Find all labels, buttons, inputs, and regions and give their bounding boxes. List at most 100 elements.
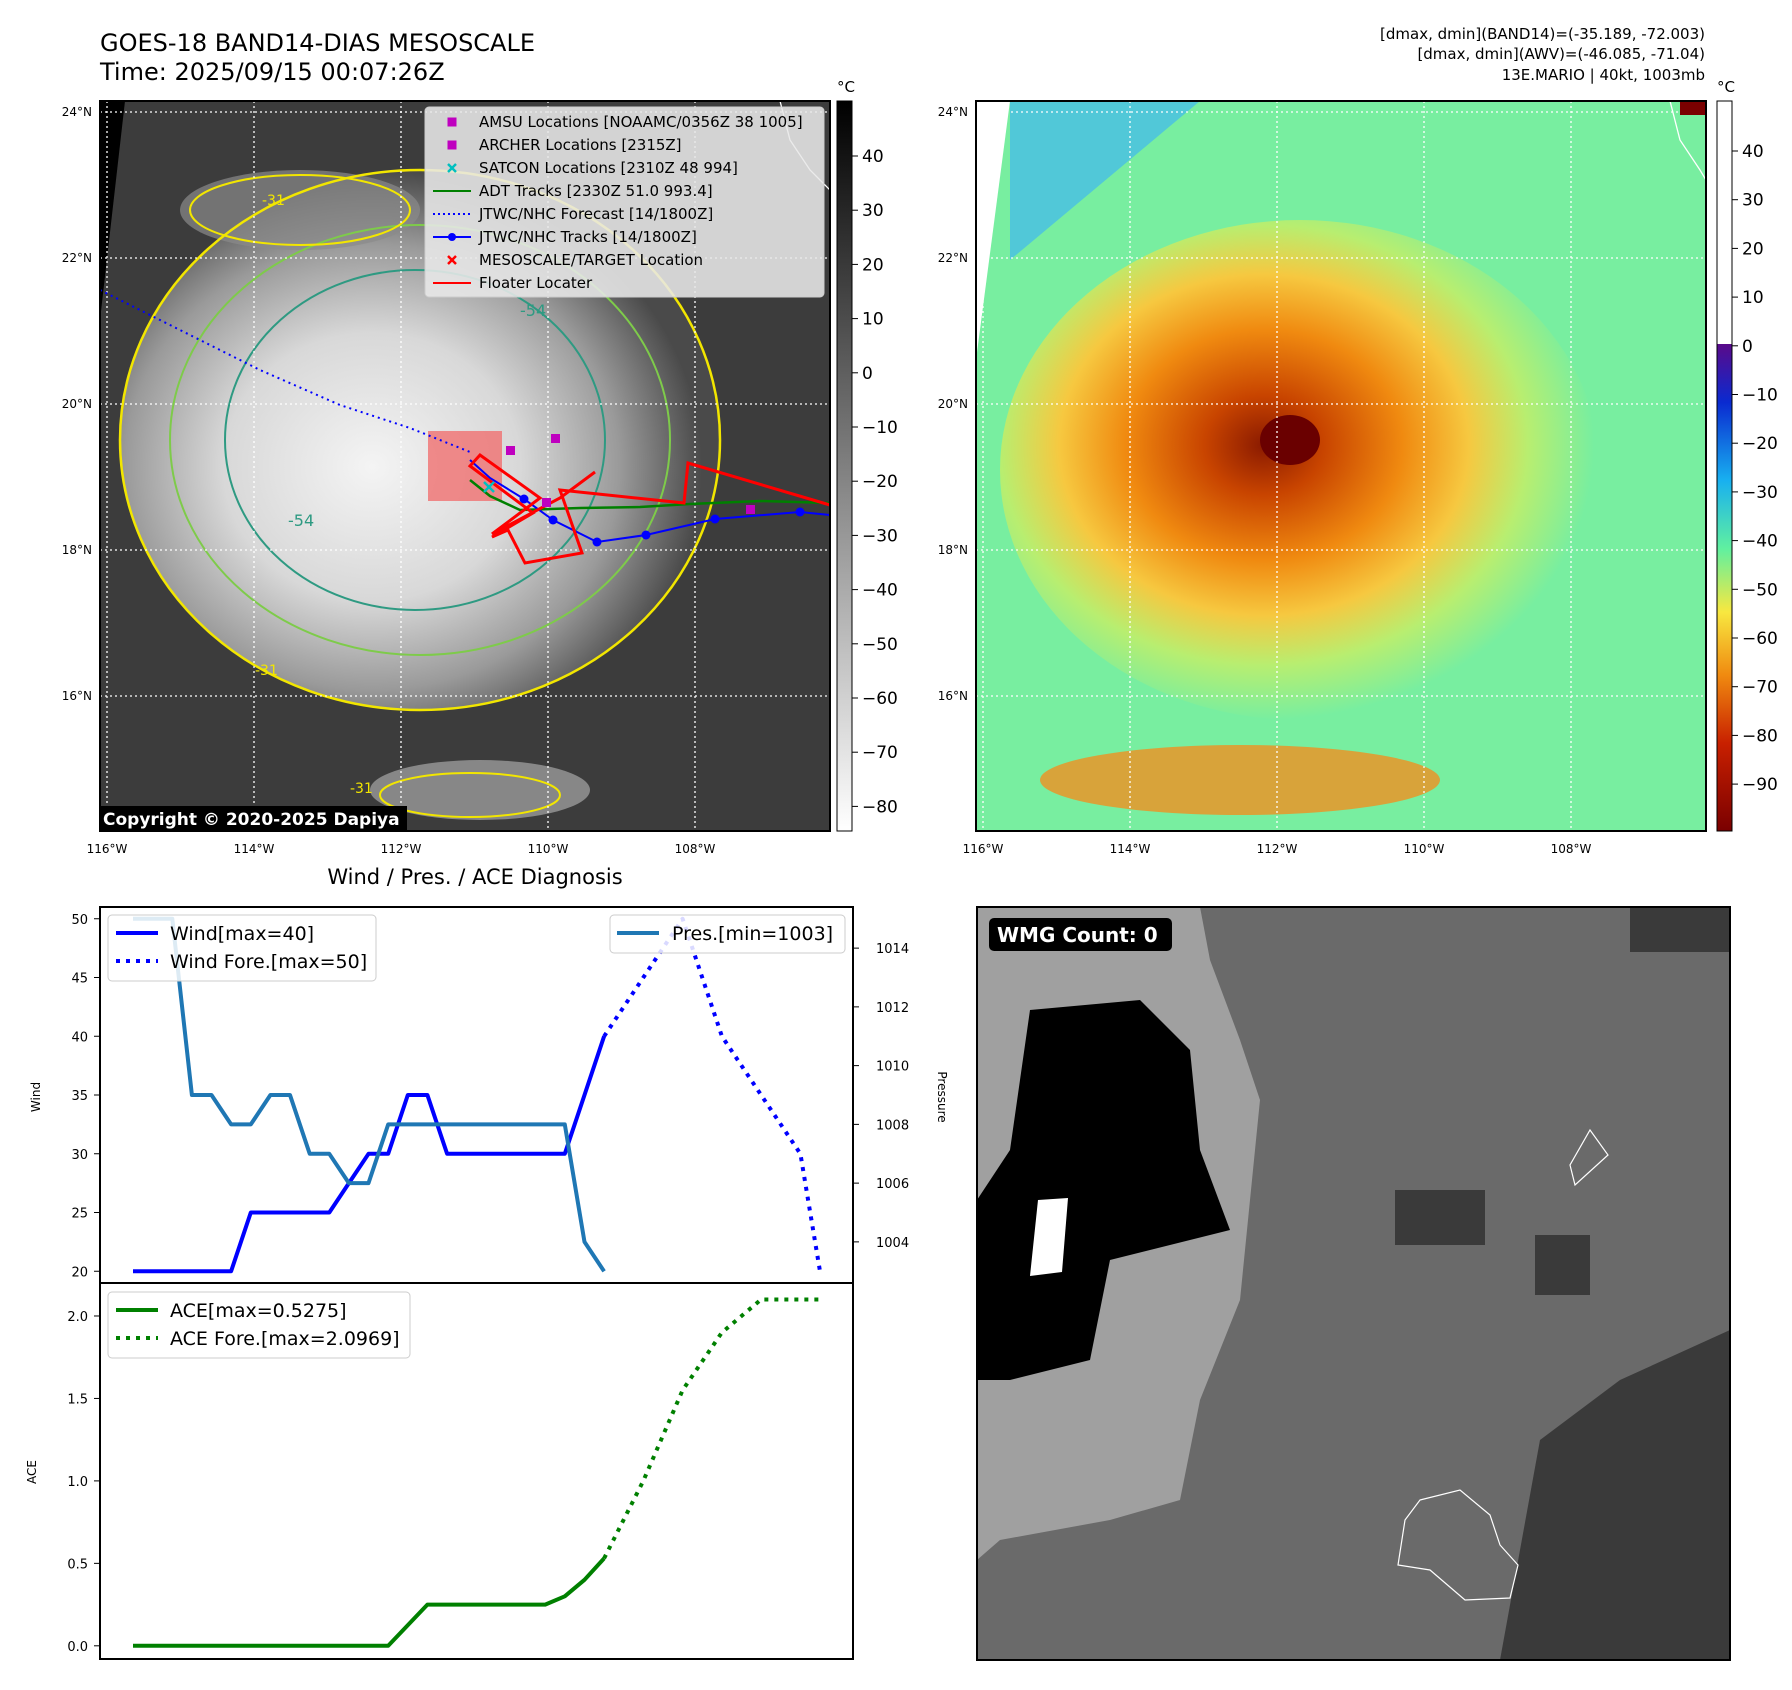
legend-label: Floater Locater — [479, 274, 593, 292]
ace-y-tick-label: 0.0 — [67, 1640, 88, 1655]
awv-colorbar-tick-label: 10 — [1742, 288, 1764, 308]
awv-storm-moisture — [1000, 220, 1600, 720]
ir-colorbar-tick-label: −50 — [862, 635, 898, 655]
legend-marker-x — [447, 163, 457, 173]
ir-colorbar-tick-label: −80 — [862, 797, 898, 817]
awv-map-frame — [975, 100, 1707, 832]
ace-chart: ACE 2.0 1.5 1.0 0.5 0.0 ACE[max=0.5275] ACE Fo… — [25, 1282, 854, 1660]
wmg-panel: WMG Count: 0 — [976, 906, 1731, 1661]
floater-locater — [467, 453, 830, 565]
wind-chart-frame — [99, 906, 854, 1284]
contour-label-31-north: -31 — [262, 193, 285, 209]
legend-label: JTWC/NHC Forecast [14/1800Z] — [478, 205, 713, 223]
wmg-count-badge — [989, 918, 1172, 951]
wmg-count-label: WMG Count: 0 — [997, 923, 1158, 947]
ir-lon-label: 108°W — [675, 842, 716, 856]
awv-colorbar-tick-label: 0 — [1742, 337, 1753, 357]
awv-colorbar-tick-label: −70 — [1742, 678, 1778, 698]
ir-colorbar-tick-label: −30 — [862, 526, 898, 546]
ir-colorbar-tick-label: −20 — [862, 472, 898, 492]
awv-lon-label: 108°W — [1551, 842, 1592, 856]
ir-contour-north — [189, 174, 411, 246]
legend-marker-square — [447, 117, 457, 127]
awv-colorbar-tick-label: −60 — [1742, 629, 1778, 649]
wind-legend-label: Wind Fore.[max=50] — [170, 951, 367, 973]
ace-legend-label: ACE[max=0.5275] — [170, 1300, 347, 1322]
ir-contour-54 — [224, 269, 606, 611]
wmg-patch-1 — [1395, 1190, 1485, 1245]
pressure-axis-label: Pressure — [935, 1071, 949, 1122]
wind-legend-box — [107, 914, 377, 982]
awv-colorbar-tick-label: −20 — [1742, 434, 1778, 454]
ir-colorbar-unit: °C — [837, 78, 855, 96]
awv-colorbar-unit: °C — [1717, 78, 1735, 96]
wind-y-tick-label: 35 — [71, 1089, 88, 1104]
legend-marker-square — [447, 140, 457, 150]
wmg-frame — [976, 906, 1731, 1661]
awv-lat-label: 24°N — [938, 105, 968, 119]
ace-y-tick-label: 0.5 — [67, 1557, 88, 1572]
ir-lon-labels: 116°W 114°W 112°W 110°W 108°W — [87, 842, 716, 856]
awv-lon-label: 116°W — [963, 842, 1004, 856]
pressure-y-tick-label: 1004 — [876, 1236, 909, 1251]
wind-y-tick-label: 50 — [71, 913, 88, 928]
awv-lat-label: 18°N — [938, 543, 968, 557]
map-legend: AMSU Locations [NOAAMC/0356Z 38 1005] ARC… — [424, 106, 825, 298]
awv-lat-label: 20°N — [938, 397, 968, 411]
wind-pressure-chart: Wind Pressure 50 45 40 35 30 25 20 1014 1012 1010… — [29, 906, 949, 1284]
ir-contour-south — [379, 772, 561, 818]
ir-colorbar: °C 40 30 20 10 0 −10 −20 −30 −40 −50 −60 −70 −80 — [836, 78, 898, 832]
diagnosis-title: Wind / Pres. / ACE Diagnosis — [327, 865, 622, 889]
awv-colorbar: °C 40 30 20 10 0 −10 −20 −30 −40 −50 −60 −70 −80 −90 — [1716, 78, 1778, 832]
ace-y-tick-label: 1.5 — [67, 1392, 88, 1407]
ir-lat-label: 20°N — [62, 397, 92, 411]
wind-y-tick-label: 20 — [71, 1265, 88, 1280]
legend-label: SATCON Locations [2310Z 48 994] — [479, 159, 738, 177]
adt-track — [469, 479, 830, 512]
wind-y-tick-label: 25 — [71, 1207, 88, 1222]
wind-y-tick-label: 40 — [71, 1030, 88, 1045]
ir-cloud-shield — [120, 170, 720, 710]
figure-title: GOES-18 BAND14-DIAS MESOSCALE — [100, 29, 535, 57]
amsu-archer-markers — [506, 434, 755, 514]
wmg-patch-3 — [1630, 907, 1730, 952]
ir-colorbar-tick-label: −40 — [862, 581, 898, 601]
ace-y-tick-label: 1.0 — [67, 1475, 88, 1490]
wind-y-tick-label: 30 — [71, 1148, 88, 1163]
awv-colorbar-frame — [1716, 100, 1733, 832]
ace-line — [133, 1557, 606, 1648]
awv-colorbar-tick-label: −40 — [1742, 532, 1778, 552]
wind-forecast-line — [602, 916, 822, 1272]
awv-colorbar-tick-label: 40 — [1742, 142, 1764, 162]
awv-nodata-corner — [976, 101, 1010, 360]
ir-colorbar-tick-label: 10 — [862, 310, 884, 330]
awv-colorbar-tick-label: −80 — [1742, 726, 1778, 746]
ir-lon-label: 110°W — [528, 842, 569, 856]
figure-time: Time: 2025/09/15 00:07:26Z — [99, 58, 445, 86]
awv-colorbar-negative — [1717, 344, 1732, 831]
info-awv: [dmax, dmin](AWV)=(-46.085, -71.04) — [1417, 45, 1705, 63]
contour-label-31-south: -31 — [350, 781, 373, 797]
awv-colorbar-tick-label: −90 — [1742, 775, 1778, 795]
pressure-y-tick-label: 1014 — [876, 942, 909, 957]
wmg-patch-2 — [1535, 1235, 1590, 1295]
ace-y-tick-label: 2.0 — [67, 1310, 88, 1325]
awv-colorbar-tick-label: 20 — [1742, 239, 1764, 259]
ir-lon-label: 114°W — [234, 842, 275, 856]
awv-colorbar-tick-label: −30 — [1742, 483, 1778, 503]
awv-lon-label: 110°W — [1404, 842, 1445, 856]
ace-axis-label: ACE — [25, 1460, 39, 1484]
awv-colorbar-tick-label: −10 — [1742, 386, 1778, 406]
ir-lon-label: 112°W — [381, 842, 422, 856]
awv-lat-labels: 24°N 22°N 20°N 18°N 16°N — [938, 105, 968, 703]
ir-lat-label: 24°N — [62, 105, 92, 119]
ir-lat-label: 18°N — [62, 543, 92, 557]
legend-label: AMSU Locations [NOAAMC/0356Z 38 1005] — [479, 113, 803, 131]
awv-map-panel: 24°N 22°N 20°N 18°N 16°N 116°W 114°W 112… — [938, 100, 1707, 856]
ir-lat-label: 16°N — [62, 689, 92, 703]
legend-label: JTWC/NHC Tracks [14/1800Z] — [478, 228, 697, 246]
satcon-marker — [483, 481, 495, 493]
legend-label: MESOSCALE/TARGET Location — [479, 251, 703, 269]
legend-marker-dot — [448, 233, 456, 241]
ir-map-frame — [99, 100, 831, 832]
